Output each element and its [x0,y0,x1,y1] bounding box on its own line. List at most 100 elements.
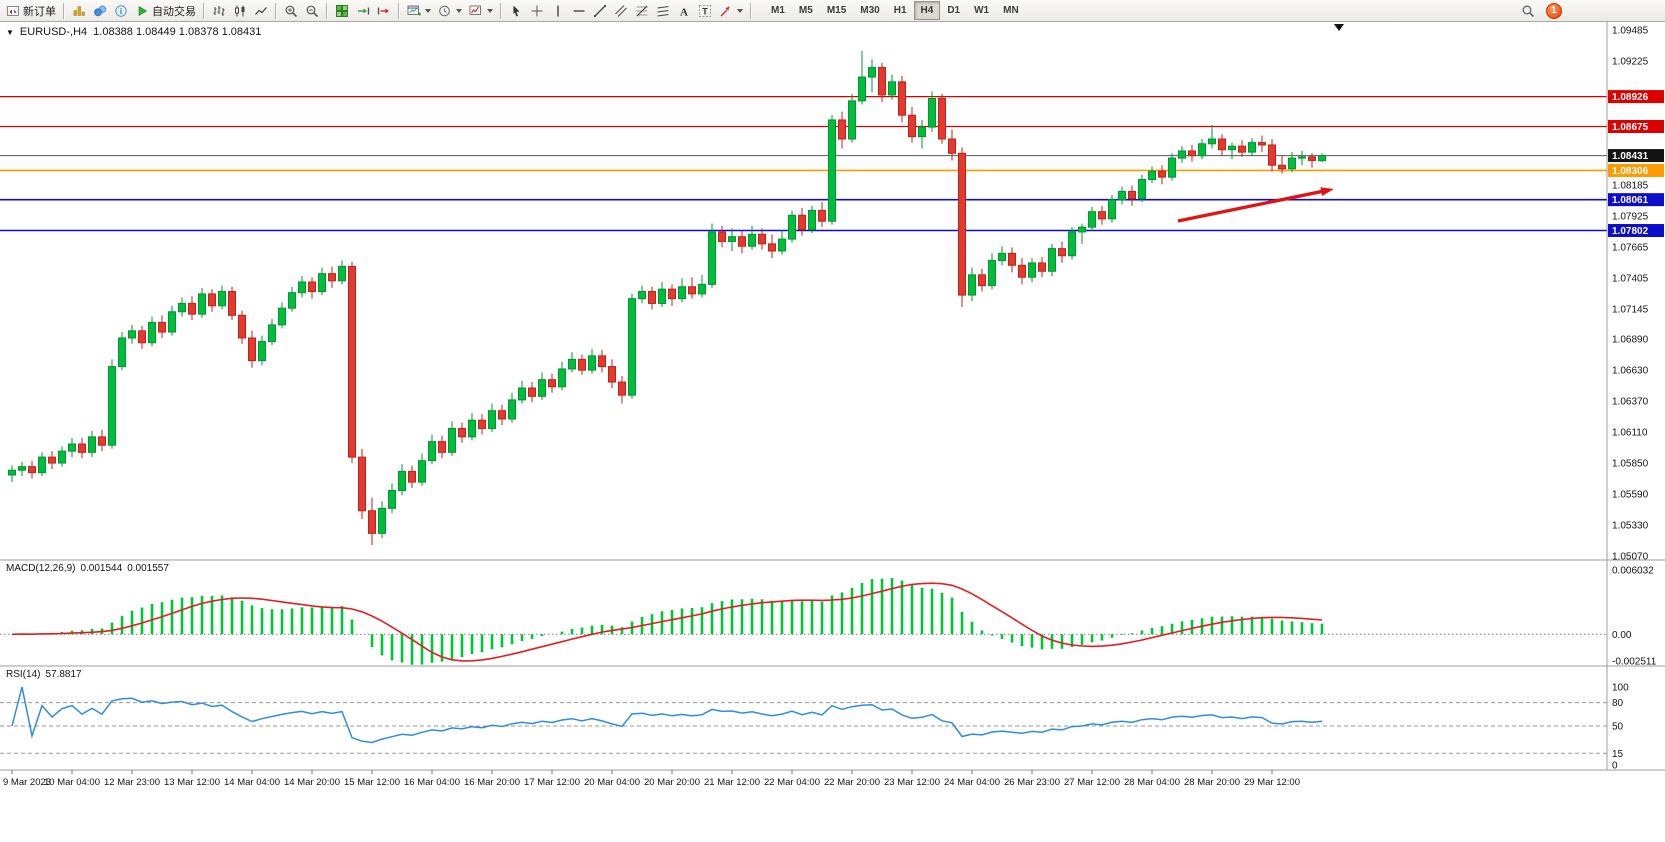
symbol-info: ▼ EURUSD-,H4 1.08388 1.08449 1.08378 1.0… [6,26,261,38]
timeframe-button-m15[interactable]: M15 [826,5,847,16]
cursor-button[interactable] [506,1,526,21]
candle-body [958,152,966,296]
search-button[interactable] [1518,1,1538,21]
profiles-button[interactable] [435,1,465,21]
rsi-axis-label: 100 [1612,683,1629,694]
candle-body [608,366,616,383]
candle-body [428,441,436,462]
navigator-icon [94,4,107,16]
price-tag-label: 1.08306 [1612,166,1649,177]
trend-arrow-line[interactable] [1177,189,1326,223]
timeframe-button-mn[interactable]: MN [1003,5,1019,16]
candle-body [818,209,826,222]
cursor-icon [513,5,520,16]
arrows-button[interactable] [716,1,746,21]
dropdown-caret-icon [456,8,462,13]
label-button[interactable]: T [695,1,715,21]
candle-body [858,76,866,102]
candlestick-chart-button[interactable] [230,1,250,21]
time-axis-label: 10 Mar 04:00 [44,777,100,788]
time-axis-label: 21 Mar 12:00 [704,777,760,788]
auto-trading-button[interactable]: 自动交易 [132,1,199,21]
timeframe-button-m30[interactable]: M30 [860,5,880,16]
bar-chart-icon [213,5,225,16]
ohlc-values: 1.08388 1.08449 1.08378 1.08431 [93,26,262,38]
auto-scroll-icon [358,7,370,14]
candle-body [758,233,766,245]
expand-panel-arrow-icon[interactable]: ▼ [6,28,14,37]
macd-signal-line [11,582,1323,662]
candle-body [228,291,236,316]
candle-body [268,324,276,343]
candle-body [1038,262,1046,272]
candle-body [998,252,1006,262]
candle-body [1118,190,1126,201]
macd-axis-label: -0.002511 [1612,657,1657,668]
candle-body [68,443,76,452]
rsi-axis-label: 0 [1612,761,1618,772]
price-tag-label: 1.07802 [1612,226,1649,237]
rsi-name: RSI(14) [6,669,41,680]
candle-body [1138,179,1146,200]
rsi-line [11,686,1323,744]
toolbar-right-group: 1 [1518,1,1562,21]
market-watch-button[interactable] [69,1,89,21]
chart-shift-button[interactable] [374,1,394,21]
candle-body [458,428,466,438]
rsi-value: 57.8817 [45,669,82,680]
fibonacci-button[interactable] [632,1,652,21]
candle-body [508,399,516,420]
candle-body [658,288,666,304]
candle-body [438,441,446,453]
navigator-button[interactable] [90,1,110,21]
timeframe-button-h4[interactable]: H4 [913,1,941,20]
candle-body [678,286,686,300]
candle-body [968,274,976,296]
candle-body [1088,211,1096,228]
zoom-out-button[interactable] [302,1,322,21]
chart-canvas[interactable]: 1.09485 1.09225 1.08185 1.07925 1.07665 1.074… [0,22,1665,842]
terminal-button[interactable]: i [111,1,131,21]
vertical-line-icon [557,5,559,16]
trendline-button[interactable] [590,1,610,21]
time-axis-label: 14 Mar 20:00 [284,777,340,788]
line-chart-button[interactable] [251,1,271,21]
horizontal-line-button[interactable] [569,1,589,21]
auto-scroll-button[interactable] [353,1,373,21]
new-order-button[interactable]: 新订单 [3,1,59,21]
candle-body [418,460,426,483]
crosshair-button[interactable] [527,1,547,21]
notification-badge[interactable]: 1 [1546,2,1562,19]
candle-body [1198,143,1206,157]
candle-body [188,302,196,315]
candle-body [38,456,46,474]
andrews-pitchfork-button[interactable] [653,1,673,21]
timeframe-button-m1[interactable]: M1 [771,5,785,16]
candle-body [828,119,836,222]
candle-body [1058,248,1066,257]
tile-windows-button[interactable] [332,1,352,21]
channel-button[interactable] [611,1,631,21]
indicators-button[interactable] [466,1,496,21]
timeframe-button-h1[interactable]: H1 [893,5,907,16]
candle-body [1238,145,1246,153]
text-button[interactable]: A [674,1,694,21]
price-axis-label: 1.05850 [1612,459,1649,470]
bar-chart-button[interactable] [209,1,229,21]
timeframe-button-d1[interactable]: D1 [947,5,961,16]
new-chart-button[interactable] [404,1,434,21]
candle-body [1218,138,1226,151]
candle-body [88,436,96,453]
timeframe-button-w1[interactable]: W1 [974,5,990,16]
vertical-line-button[interactable] [548,1,568,21]
candle-body [1228,145,1236,151]
candle-body [908,114,916,138]
zoom-in-button[interactable] [281,1,301,21]
timeframe-button-m5[interactable]: M5 [798,5,813,16]
toolbar-separator [398,2,400,19]
text-icon: A [680,6,688,18]
horizontal-line-icon [573,9,585,12]
price-tag [1608,224,1664,238]
candle-body [748,233,756,247]
candle-body [838,119,846,140]
